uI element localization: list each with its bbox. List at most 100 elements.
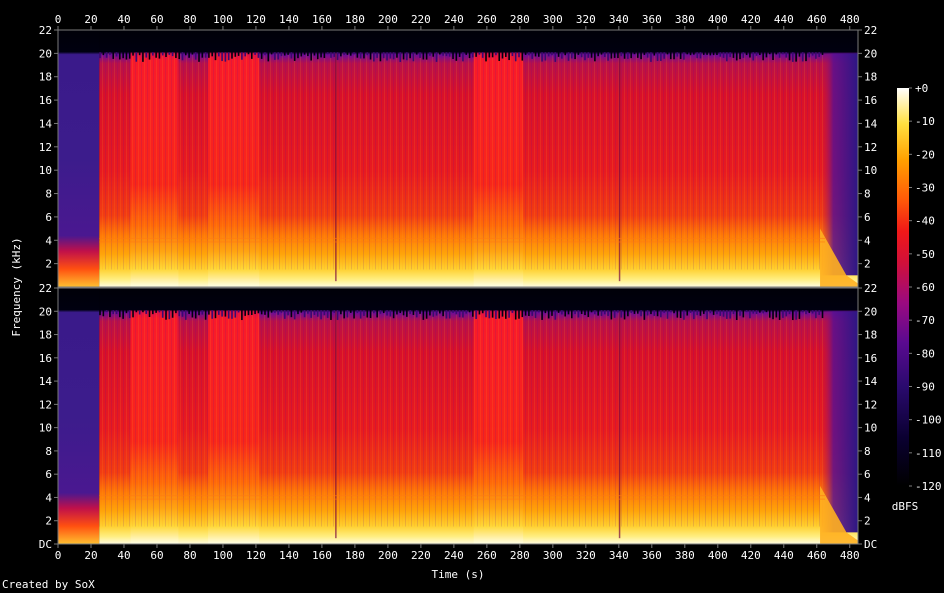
y-tick-label-right: 18 <box>864 71 877 84</box>
x-tick-label-top: 160 <box>312 13 332 26</box>
y-tick-label-right: 22 <box>864 282 877 295</box>
hf-edge <box>99 52 824 62</box>
x-tick-label-top: 80 <box>183 13 196 26</box>
segment-1 <box>58 288 100 544</box>
y-tick-label-right: 22 <box>864 24 877 37</box>
y-axis-label: Frequency (kHz) <box>10 237 23 336</box>
y-tick-label-right: 10 <box>864 164 877 177</box>
y-tick-label: 14 <box>39 117 53 130</box>
colorbar <box>897 88 909 486</box>
panel-frame <box>57 29 859 288</box>
colorbar-tick-label: -80 <box>915 347 935 360</box>
y-tick-label-right: 12 <box>864 398 877 411</box>
x-tick-label-top: 440 <box>774 13 794 26</box>
y-tick-label: 20 <box>39 47 52 60</box>
panel-frame <box>57 287 859 545</box>
colorbar-tick-label: -60 <box>915 281 935 294</box>
x-tick-label: 460 <box>807 549 827 562</box>
x-tick-label-top: 20 <box>84 13 97 26</box>
colorbar-unit: dBFS <box>892 500 919 513</box>
colorbar-tick-label: -10 <box>915 115 935 128</box>
x-tick-label-top: 100 <box>213 13 233 26</box>
y-tick-label-right: 14 <box>864 117 878 130</box>
x-tick-label-top: 60 <box>150 13 163 26</box>
x-tick-label-top: 420 <box>741 13 761 26</box>
y-tick-label: 2 <box>45 258 52 271</box>
x-tick-label: 260 <box>477 549 497 562</box>
y-tick-label: 8 <box>45 445 52 458</box>
x-tick-label: 380 <box>675 549 695 562</box>
x-tick-label-top: 380 <box>675 13 695 26</box>
colorbar-tick-label: -30 <box>915 182 935 195</box>
x-tick-label: 440 <box>774 549 794 562</box>
x-tick-label-top: 280 <box>510 13 530 26</box>
x-tick-label: 180 <box>345 549 365 562</box>
x-tick-label: 480 <box>840 549 860 562</box>
y-tick-label: 10 <box>39 422 52 435</box>
y-tick-label-right: 16 <box>864 94 877 107</box>
y-tick-label-right: 20 <box>864 47 877 60</box>
y-tick-label-right: 2 <box>864 258 871 271</box>
colorbar-tick-label: -90 <box>915 381 935 394</box>
y-tick-label: 18 <box>39 71 52 84</box>
x-tick-label: 20 <box>84 549 97 562</box>
texture <box>99 311 826 527</box>
x-tick-label: 300 <box>543 549 563 562</box>
y-tick-label: 12 <box>39 398 52 411</box>
y-tick-label: 12 <box>39 141 52 154</box>
x-tick-label-top: 220 <box>411 13 431 26</box>
y-tick-label: 8 <box>45 188 52 201</box>
texture <box>99 53 826 270</box>
fade-low-band <box>820 228 858 287</box>
credit-text: Created by SoX <box>2 578 95 591</box>
y-tick-label-right: 14 <box>864 375 878 388</box>
y-tick-label-right: 6 <box>864 211 871 224</box>
x-tick-label: 220 <box>411 549 431 562</box>
x-tick-label-top: 340 <box>609 13 629 26</box>
channel-1-panel <box>58 30 858 287</box>
y-tick-label: 14 <box>39 375 53 388</box>
y-tick-label: 6 <box>45 211 52 224</box>
colorbar-tick-label: +0 <box>915 82 928 95</box>
colorbar-tick-label: -40 <box>915 215 935 228</box>
colorbar-tick-label: -100 <box>915 414 942 427</box>
x-tick-label: 360 <box>642 549 662 562</box>
x-tick-label-top: 480 <box>840 13 860 26</box>
colorbar-tick-label: -110 <box>915 447 942 460</box>
x-tick-label: 40 <box>117 549 130 562</box>
x-tick-label: 140 <box>279 549 299 562</box>
x-tick-label-top: 260 <box>477 13 497 26</box>
x-tick-label: 100 <box>213 549 233 562</box>
x-tick-label: 80 <box>183 549 196 562</box>
y-tick-label: 4 <box>45 491 52 504</box>
y-tick-label-right: 12 <box>864 141 877 154</box>
x-tick-label: 240 <box>444 549 464 562</box>
y-tick-label: 20 <box>39 305 52 318</box>
x-tick-label: 160 <box>312 549 332 562</box>
y-tick-label-right: 8 <box>864 188 871 201</box>
y-tick-label: 16 <box>39 94 52 107</box>
y-tick-label-right: 20 <box>864 305 877 318</box>
x-tick-label: 60 <box>150 549 163 562</box>
y-tick-label-right: 4 <box>864 234 871 247</box>
y-tick-label: 22 <box>39 282 52 295</box>
y-tick-label-right: 2 <box>864 515 871 528</box>
x-tick-label-top: 320 <box>576 13 596 26</box>
segment-1 <box>58 30 100 287</box>
fade-out <box>820 53 858 276</box>
y-tick-label: 16 <box>39 352 52 365</box>
y-tick-label: 6 <box>45 468 52 481</box>
x-tick-label: 420 <box>741 549 761 562</box>
colorbar-tick-label: -70 <box>915 314 935 327</box>
x-tick-label-top: 400 <box>708 13 728 26</box>
x-tick-label-top: 240 <box>444 13 464 26</box>
y-tick-label: 10 <box>39 164 52 177</box>
colorbar-tick-label: -20 <box>915 148 935 161</box>
fade-out <box>820 311 858 533</box>
fade-low-band <box>820 485 858 544</box>
channel-2-panel <box>58 288 858 544</box>
x-tick-label-top: 0 <box>55 13 62 26</box>
x-tick-label-top: 300 <box>543 13 563 26</box>
y-tick-label: 18 <box>39 329 52 342</box>
